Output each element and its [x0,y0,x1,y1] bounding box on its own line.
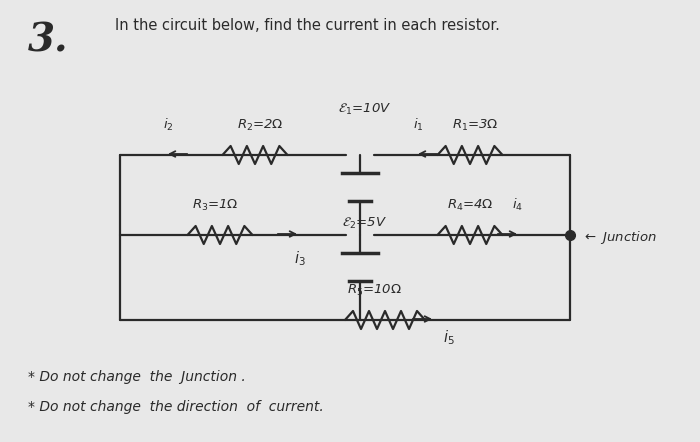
Text: $R_3$=1$\Omega$: $R_3$=1$\Omega$ [192,198,238,213]
Text: 3.: 3. [28,22,69,60]
Text: $R_2$=2$\Omega$: $R_2$=2$\Omega$ [237,118,284,133]
Text: * Do not change  the direction  of  current.: * Do not change the direction of current… [28,400,323,414]
Text: $R_4$=4$\Omega$: $R_4$=4$\Omega$ [447,198,494,213]
Text: In the circuit below, find the current in each resistor.: In the circuit below, find the current i… [115,18,500,33]
Text: $\mathcal{E}_2$=5V: $\mathcal{E}_2$=5V [342,216,388,231]
Text: $i_1$: $i_1$ [413,117,424,133]
Text: $R_5$=10$\Omega$: $R_5$=10$\Omega$ [347,283,402,298]
Text: * Do not change  the  Junction .: * Do not change the Junction . [28,370,246,384]
Text: $R_1$=3$\Omega$: $R_1$=3$\Omega$ [452,118,498,133]
Text: $\leftarrow$ Junction: $\leftarrow$ Junction [582,229,657,245]
Text: $i_3$: $i_3$ [294,249,306,268]
Text: $\mathcal{E}_1$=10V: $\mathcal{E}_1$=10V [338,102,392,117]
Text: $i_5$: $i_5$ [443,328,455,347]
Text: $i_2$: $i_2$ [162,117,174,133]
Text: $i_4$: $i_4$ [512,197,524,213]
